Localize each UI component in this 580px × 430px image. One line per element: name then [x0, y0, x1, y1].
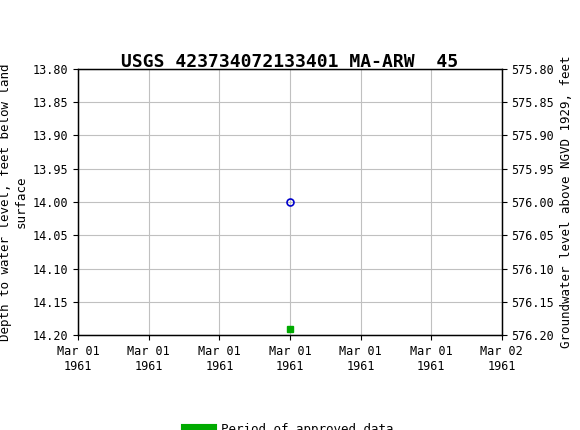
- Text: USGS 423734072133401 MA-ARW  45: USGS 423734072133401 MA-ARW 45: [121, 53, 459, 71]
- Y-axis label: Depth to water level, feet below land
surface: Depth to water level, feet below land su…: [0, 63, 27, 341]
- Text: ≡USGS: ≡USGS: [17, 16, 76, 35]
- Y-axis label: Groundwater level above NGVD 1929, feet: Groundwater level above NGVD 1929, feet: [560, 56, 572, 348]
- Legend: Period of approved data: Period of approved data: [181, 418, 399, 430]
